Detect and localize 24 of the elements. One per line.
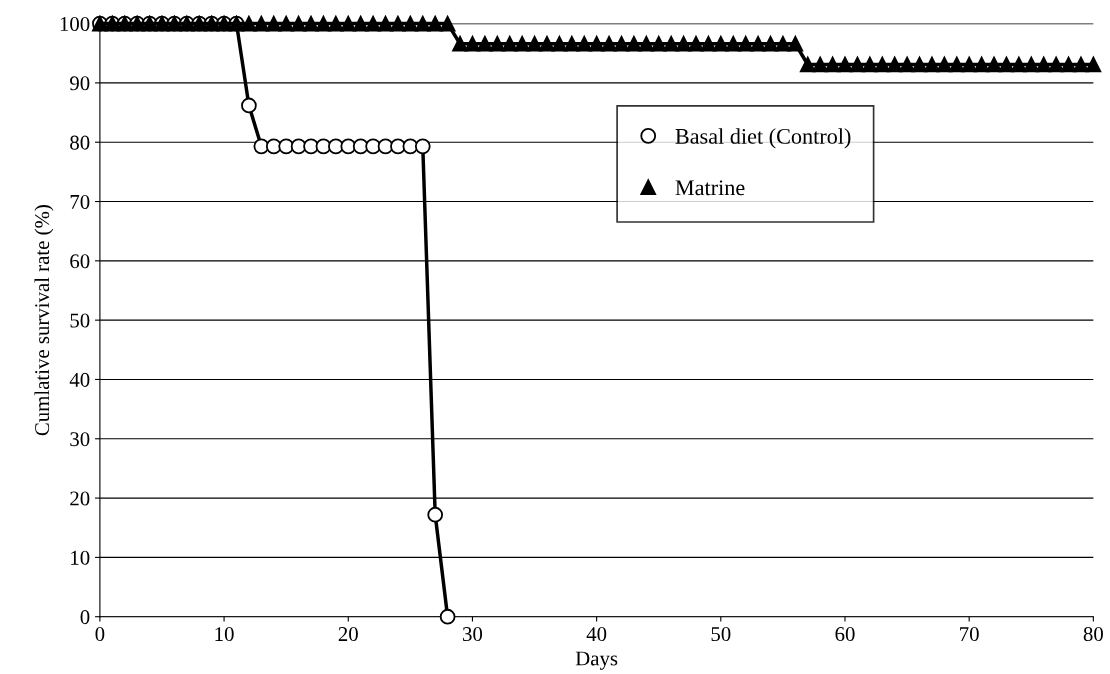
x-tick-label: 10 [215, 627, 234, 642]
legend-label: Matrine [675, 180, 745, 196]
x-tick-label: 80 [1083, 627, 1103, 642]
y-tick-label: 10 [71, 550, 90, 565]
x-tick-label: 40 [586, 627, 607, 642]
x-tick-label: 50 [711, 627, 731, 642]
y-tick-label: 80 [70, 135, 90, 150]
y-axis-title: Cumlative survival rate (%) [34, 205, 54, 436]
y-tick-label: 70 [70, 194, 90, 209]
y-tick-label: 50 [70, 313, 90, 328]
x-tick-label: 20 [338, 627, 358, 642]
y-tick-label: 40 [69, 372, 90, 387]
x-axis-title: Days [575, 651, 618, 670]
y-tick-label: 100 [60, 16, 90, 32]
y-tick-label: 30 [70, 432, 90, 447]
x-tick-label: 60 [835, 627, 855, 642]
y-tick-label: 20 [70, 491, 90, 506]
y-tick-label: 0 [80, 610, 90, 625]
x-tick-label: 70 [960, 627, 979, 642]
x-tick-label: 30 [463, 627, 483, 642]
y-tick-label: 60 [70, 254, 90, 269]
y-tick-label: 90 [70, 76, 90, 91]
legend-label: Basal diet (Control) [675, 128, 851, 149]
x-tick-label: 0 [95, 627, 105, 642]
